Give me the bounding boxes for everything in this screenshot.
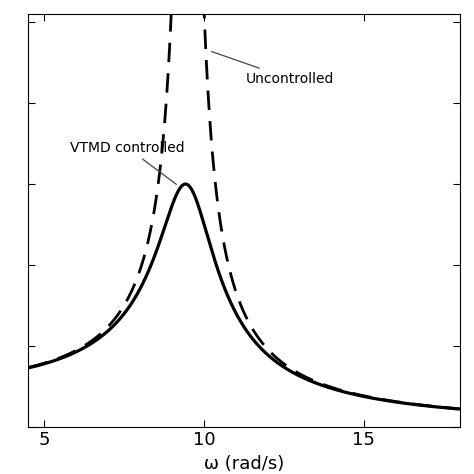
Text: Uncontrolled: Uncontrolled xyxy=(211,52,334,86)
X-axis label: ω (rad/s): ω (rad/s) xyxy=(204,455,284,473)
Text: VTMD controlled: VTMD controlled xyxy=(70,141,184,184)
